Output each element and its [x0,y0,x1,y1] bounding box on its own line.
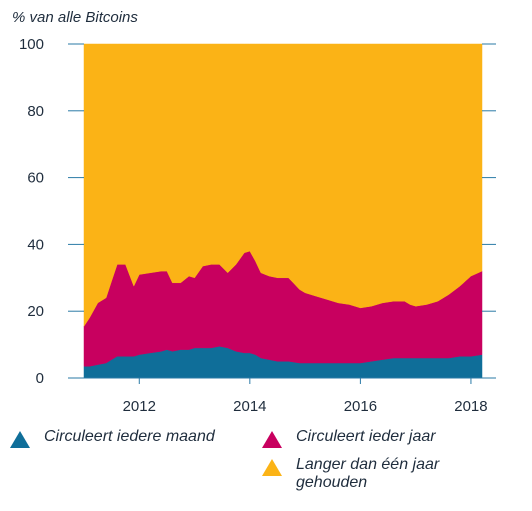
area-series-3 [83,43,483,328]
legend-triangle-icon [262,459,282,476]
stacked-areas [83,43,483,379]
legend-item-yearly: Circuleert ieder jaar [262,428,436,448]
y-axis: 0 20 40 60 80 100 [19,36,496,387]
legend-triangle-icon [262,431,282,448]
legend-triangle-icon [10,431,30,448]
x-axis: 2012 2014 2016 2018 [68,377,496,415]
legend: Circuleert iedere maand Circuleert ieder… [0,428,532,508]
x-tick-label: 2012 [123,398,156,415]
y-tick-label: 80 [27,103,44,120]
y-tick-label: 100 [19,36,44,53]
x-tick-label: 2014 [233,398,266,415]
legend-item-held: Langer dan één jaar gehouden [262,456,506,492]
y-tick-label: 0 [36,370,44,387]
x-tick-label: 2018 [454,398,487,415]
y-tick-label: 40 [27,236,44,253]
y-tick-label: 60 [27,170,44,187]
legend-label: Langer dan één jaar gehouden [296,456,440,491]
legend-label: Circuleert iedere maand [44,428,215,445]
legend-label: Circuleert ieder jaar [296,428,436,445]
x-tick-label: 2016 [344,398,377,415]
y-axis-label: % van alle Bitcoins [12,9,138,26]
y-tick-label: 20 [27,303,44,320]
legend-item-monthly: Circuleert iedere maand [10,428,215,448]
